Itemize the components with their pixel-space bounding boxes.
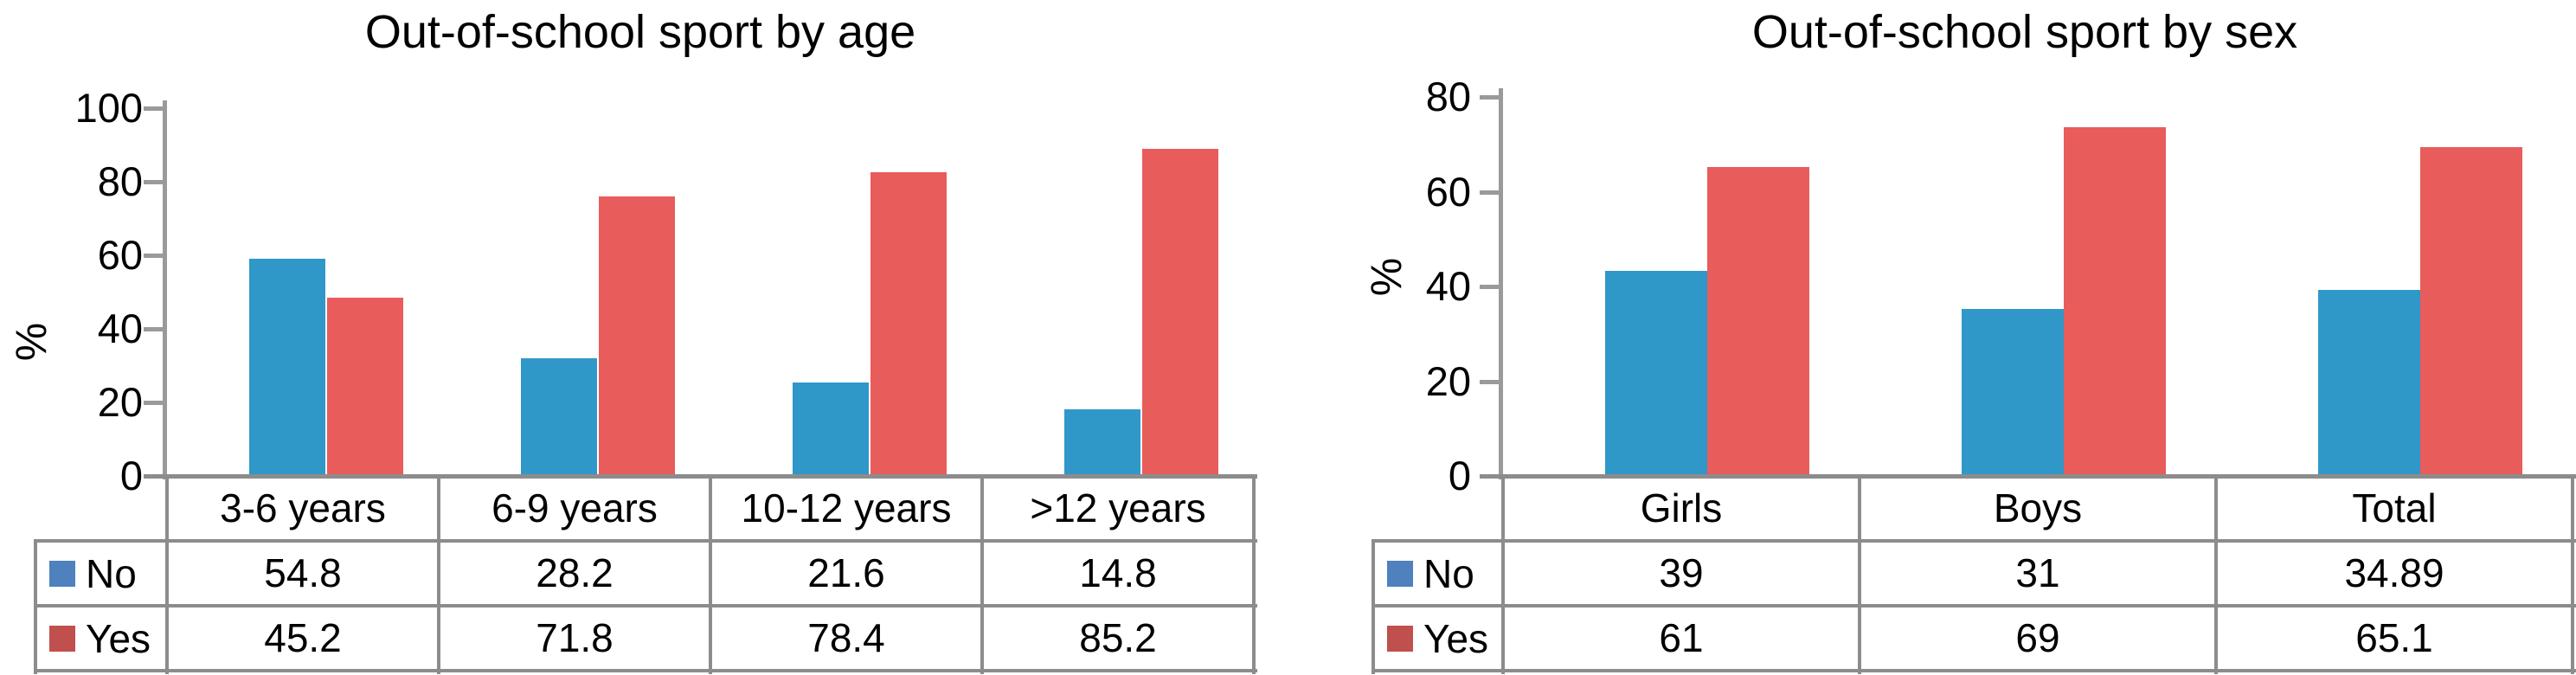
legend-cell-no: No (1372, 541, 1503, 606)
y-tick-label: 100 (74, 85, 143, 131)
y-tick-label: 80 (1425, 74, 1471, 119)
table-row-border (1372, 669, 2576, 672)
y-axis-line (1499, 88, 1503, 479)
legend-label: No (1423, 550, 1474, 596)
y-tick-label: 0 (119, 453, 143, 498)
table-column-border (709, 474, 712, 674)
bar-yes-10-12-years (870, 172, 947, 476)
x-axis-line (1480, 474, 2576, 479)
legend-swatch-yes (1387, 625, 1413, 652)
y-tick-mark (1480, 380, 1499, 384)
legend-swatch-no (1387, 560, 1413, 587)
y-tick-mark (1480, 95, 1499, 100)
value-cell-yes: 61 (1659, 615, 1704, 660)
table-column-border (980, 474, 984, 674)
table-left-border (1372, 539, 1375, 674)
x-axis-line (144, 474, 1257, 479)
value-cell-no: 21.6 (807, 550, 885, 595)
table-column-border (1858, 474, 1861, 674)
legend-cell-no: No (34, 541, 167, 606)
category-header-cell: Boys (1993, 485, 2083, 530)
legend-swatch-yes (49, 625, 75, 652)
y-tick-label: 40 (1425, 263, 1471, 309)
legend-label: Yes (86, 615, 151, 661)
bar-yes-3-6-years (327, 298, 403, 476)
category-header-cell: Girls (1640, 485, 1723, 530)
table-row-border (1372, 604, 2576, 608)
bar-no-boys (1962, 309, 2064, 476)
y-tick-label: 80 (97, 158, 143, 204)
category-header-cell: >12 years (1030, 485, 1206, 530)
category-header-cell: 3-6 years (220, 485, 386, 530)
table-left-border (34, 539, 37, 674)
value-cell-yes: 85.2 (1079, 615, 1157, 660)
table-column-border (437, 474, 440, 674)
category-header-cell: Total (2352, 485, 2437, 530)
y-tick-label: 60 (97, 232, 143, 278)
table-row-border (34, 669, 1257, 672)
table-column-border (165, 474, 169, 674)
bar-no-6-9-years (521, 358, 597, 476)
value-cell-yes: 78.4 (807, 615, 885, 660)
table-row-border (1372, 539, 2576, 543)
value-cell-no: 54.8 (264, 550, 342, 595)
y-tick-mark (144, 401, 163, 405)
value-cell-yes: 65.1 (2355, 615, 2433, 660)
bar-no-10-12-years (793, 382, 869, 476)
table-column-border (2571, 474, 2574, 674)
bar-yes--12-years (1142, 149, 1218, 476)
y-tick-mark (144, 254, 163, 258)
legend-label: Yes (1423, 615, 1489, 661)
bar-yes-girls (1707, 167, 1809, 476)
bar-no--12-years (1064, 409, 1140, 476)
value-cell-yes: 71.8 (536, 615, 613, 660)
y-tick-label: 20 (1425, 358, 1471, 404)
y-tick-mark (1480, 190, 1499, 195)
value-cell-no: 31 (2015, 550, 2060, 595)
table-column-border (1252, 474, 1256, 674)
y-axis-line (163, 100, 167, 479)
y-tick-label: 60 (1425, 169, 1471, 215)
legend-swatch-no (49, 560, 75, 587)
legend-cell-yes: Yes (34, 606, 167, 671)
value-cell-no: 39 (1659, 550, 1704, 595)
chart-title-age: Out-of-school sport by age (364, 6, 916, 58)
chart-title-sex: Out-of-school sport by sex (1751, 6, 2298, 58)
bar-yes-total (2420, 147, 2522, 476)
legend-cell-yes: Yes (1372, 606, 1503, 671)
category-header-cell: 10-12 years (741, 485, 952, 530)
bar-no-girls (1605, 271, 1707, 476)
bar-yes-boys (2064, 127, 2166, 476)
y-tick-label: 40 (97, 305, 143, 351)
table-column-border (2214, 474, 2218, 674)
y-tick-mark (1480, 285, 1499, 289)
value-cell-yes: 69 (2015, 615, 2060, 660)
y-tick-label: 20 (97, 379, 143, 425)
legend-label: No (86, 550, 137, 596)
y-tick-label: 0 (1448, 453, 1471, 498)
category-header-cell: 6-9 years (491, 485, 658, 530)
bar-no-3-6-years (249, 259, 325, 476)
value-cell-no: 34.89 (2344, 550, 2444, 595)
y-tick-mark (144, 327, 163, 331)
table-column-border (1501, 474, 1505, 674)
bar-yes-6-9-years (599, 196, 675, 476)
y-tick-mark (144, 106, 163, 111)
table-row-border (34, 539, 1257, 543)
bar-no-total (2318, 290, 2420, 476)
table-row-border (34, 604, 1257, 608)
y-tick-mark (144, 180, 163, 184)
value-cell-no: 28.2 (536, 550, 613, 595)
value-cell-yes: 45.2 (264, 615, 342, 660)
value-cell-no: 14.8 (1079, 550, 1157, 595)
